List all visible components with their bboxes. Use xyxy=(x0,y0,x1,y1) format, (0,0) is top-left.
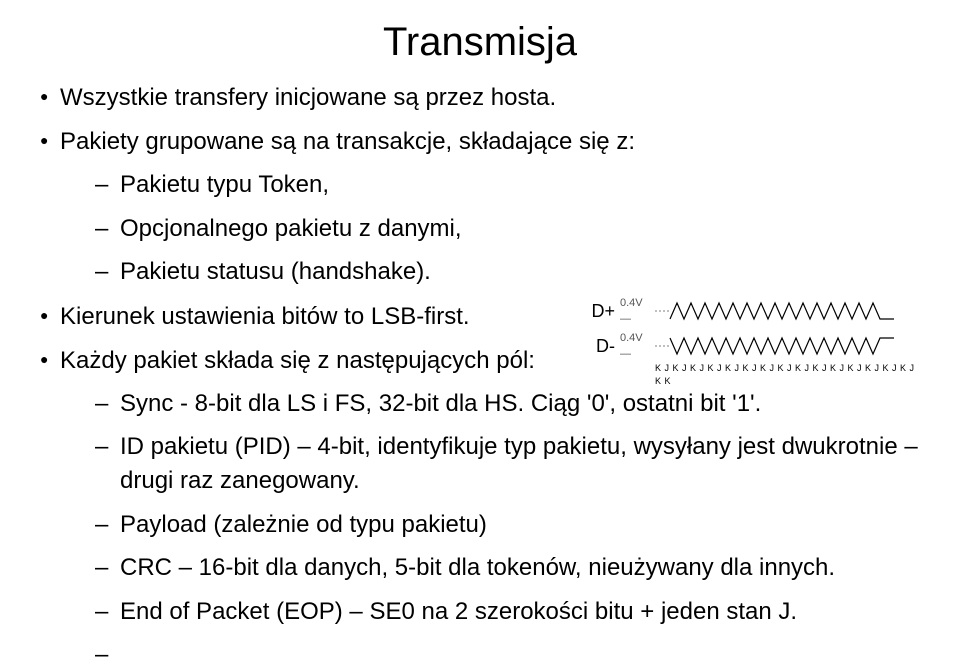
bullet-2: Pakiety grupowane są na transakcje, skła… xyxy=(40,124,920,289)
sub-4-4: CRC – 16-bit dla danych, 5-bit dla token… xyxy=(95,551,920,585)
bullet-4-text: Każdy pakiet składa się z następujących … xyxy=(60,347,535,374)
sub-2-2: Opcjonalnego pakietu z danymi, xyxy=(95,212,920,246)
dplus-label: D+ xyxy=(590,298,620,325)
sub-2-1: Pakietu typu Token, xyxy=(95,168,920,202)
sub-4-empty xyxy=(95,638,920,648)
sub-2-3: Pakietu statusu (handshake). xyxy=(95,255,920,289)
sub-4-2: ID pakietu (PID) – 4-bit, identyfikuje t… xyxy=(95,430,920,497)
sub-4-1: Sync - 8-bit dla LS i FS, 32-bit dla HS.… xyxy=(95,387,920,421)
dplus-wave-icon xyxy=(655,297,910,325)
main-list: Wszystkie transfery inicjowane są przez … xyxy=(40,80,920,648)
sub-4-3: Payload (zależnie od typu pakietu) xyxy=(95,508,920,542)
bullet-4: Każdy pakiet składa się z następujących … xyxy=(40,343,920,649)
bullet-2-text: Pakiety grupowane są na transakcje, skła… xyxy=(60,128,635,155)
bullet-1: Wszystkie transfery inicjowane są przez … xyxy=(40,80,920,116)
sub-list-4: Sync - 8-bit dla LS i FS, 32-bit dla HS.… xyxy=(60,387,920,649)
page-title: Transmisja xyxy=(40,20,920,65)
bullet-3: Kierunek ustawienia bitów to LSB-first. … xyxy=(40,299,920,335)
sub-4-5: End of Packet (EOP) – SE0 na 2 szerokośc… xyxy=(95,595,920,629)
sub-list-2: Pakietu typu Token, Opcjonalnego pakietu… xyxy=(60,168,920,289)
volt-label-1: 0.4V — xyxy=(620,295,655,328)
bullet-3-text: Kierunek ustawienia bitów to LSB-first. xyxy=(60,299,470,335)
